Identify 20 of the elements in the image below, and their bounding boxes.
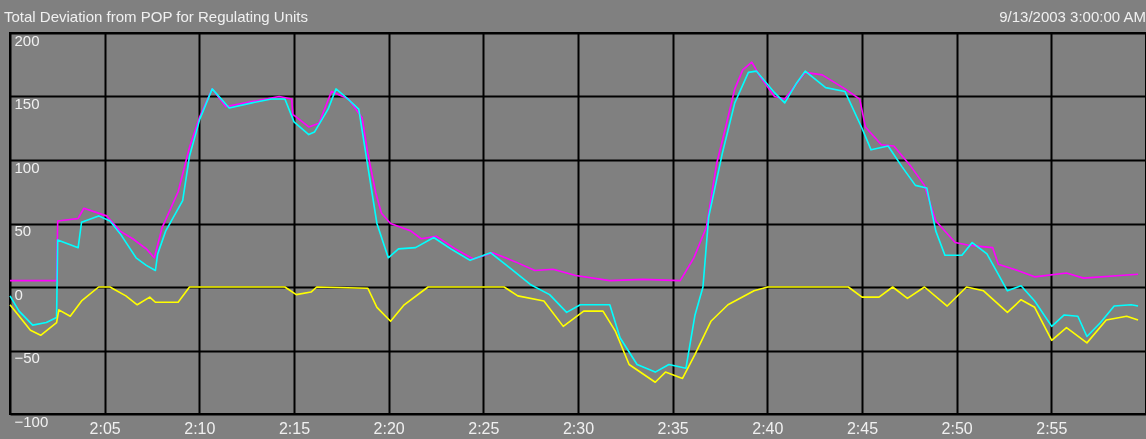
y-tick-label: 200	[14, 31, 40, 49]
y-tick-label: −100	[14, 412, 49, 430]
x-tick-label: 2:05	[89, 419, 121, 437]
y-tick-label: 50	[14, 222, 32, 239]
x-tick-label: 2:55	[1036, 419, 1068, 437]
x-tick-label: 2:30	[562, 419, 595, 437]
x-tick-label: 2:15	[278, 419, 311, 437]
chart-title: Total Deviation from POP for Regulating Units	[4, 8, 309, 25]
y-tick-label: 0	[14, 285, 23, 303]
y-tick-label: −50	[14, 349, 40, 366]
x-tick-label: 2:20	[373, 419, 405, 437]
x-tick-label: 2:50	[941, 419, 973, 437]
x-tick-label: 2:40	[752, 419, 784, 437]
x-tick-label: 2:10	[184, 419, 216, 437]
x-tick-label: 2:25	[468, 419, 500, 437]
x-tick-label: 2:35	[657, 419, 689, 437]
x-tick-label: 2:45	[846, 419, 879, 437]
y-tick-label: 100	[14, 158, 40, 176]
y-tick-label: 150	[14, 95, 40, 112]
text: 9/13/2003 3:00:00 AM	[999, 8, 1146, 25]
